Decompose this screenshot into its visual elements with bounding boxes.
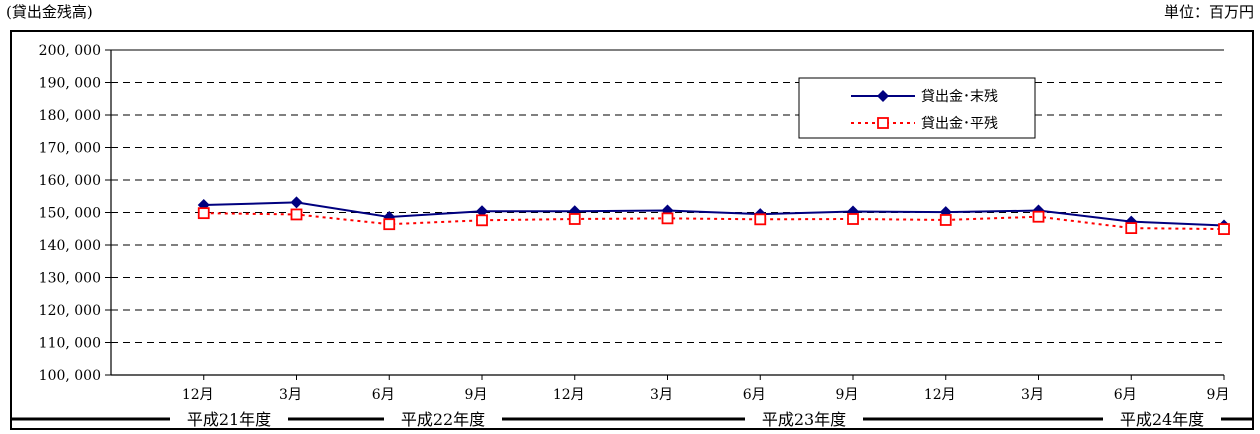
series-line: [203, 201, 1225, 227]
data-point: [290, 196, 303, 209]
x-tick-label: 3月: [279, 387, 302, 403]
legend-label: 貸出金･末残: [921, 89, 998, 105]
axes: 100, 000 110, 000 120, 000 130, 000 140, 000…: [12, 43, 1252, 428]
legend-swatch-marker: [877, 90, 889, 102]
chart-caption: (貸出金残高): [6, 3, 93, 21]
x-tick-label: 12月: [182, 387, 214, 403]
data-point: [197, 207, 210, 220]
data-point: [661, 212, 674, 225]
fiscal-year-label-bg: [1103, 407, 1221, 428]
data-point: [847, 213, 859, 225]
fiscal-year-label: 平成24年度: [1120, 410, 1204, 428]
x-tick-label: 6月: [743, 387, 766, 403]
fiscal-year-label-bg: [745, 407, 863, 428]
y-tick-label: 150, 000: [39, 206, 101, 222]
y-tick-label: 110, 000: [39, 336, 101, 352]
data-point: [476, 205, 488, 218]
y-tick-label: 140, 000: [39, 238, 101, 254]
x-tick-label: 12月: [553, 387, 585, 403]
x-tick-label: 12月: [924, 387, 956, 403]
x-tick-label: 6月: [1114, 387, 1137, 403]
x-tick-label: 3月: [650, 387, 673, 403]
fiscal-year-label: 平成23年度: [762, 410, 846, 428]
chart-frame: 100, 000 110, 000 120, 000 130, 000 140, 000…: [10, 30, 1254, 430]
y-tick-label: 130, 000: [39, 271, 101, 287]
x-tick-label: 6月: [372, 387, 395, 403]
data-point: [1032, 210, 1045, 223]
fiscal-year-label-bg: [384, 407, 502, 428]
y-tick-label: 170, 000: [39, 141, 101, 157]
legend-box: [798, 77, 1036, 139]
fiscal-year-label: 平成22年度: [401, 410, 485, 428]
line-chart: 100, 000 110, 000 120, 000 130, 000 140, 000…: [12, 43, 1252, 428]
data-point: [476, 214, 488, 227]
series-line: [203, 212, 1225, 231]
series-lines: [197, 196, 1230, 235]
data-point: [568, 213, 581, 225]
x-tick-label: 3月: [1021, 387, 1044, 403]
data-point: [290, 208, 303, 221]
y-tick-label: 200, 000: [39, 43, 101, 59]
legend-label: 貸出金･平残: [921, 116, 998, 132]
series-1: [197, 196, 1230, 232]
legend-swatch-marker: [877, 117, 889, 129]
data-point: [1218, 223, 1230, 235]
fiscal-year-label-bg: [170, 407, 288, 428]
x-tick-label: 9月: [1207, 387, 1230, 403]
unit-label: 単位：百万円: [1163, 3, 1254, 21]
y-tick-label: 190, 000: [39, 76, 101, 92]
y-tick-label: 120, 000: [39, 303, 101, 319]
series-2: [197, 207, 1230, 235]
y-tick-label: 160, 000: [39, 173, 101, 189]
data-point: [383, 218, 396, 231]
y-tick-label: 100, 000: [39, 368, 101, 384]
x-tick-label: 9月: [836, 387, 859, 403]
data-point: [939, 214, 952, 226]
fiscal-year-label: 平成21年度: [187, 410, 271, 428]
y-tick-label: 180, 000: [39, 108, 101, 124]
data-point: [754, 213, 767, 226]
data-point: [1125, 222, 1138, 235]
x-tick-label: 9月: [465, 387, 488, 403]
